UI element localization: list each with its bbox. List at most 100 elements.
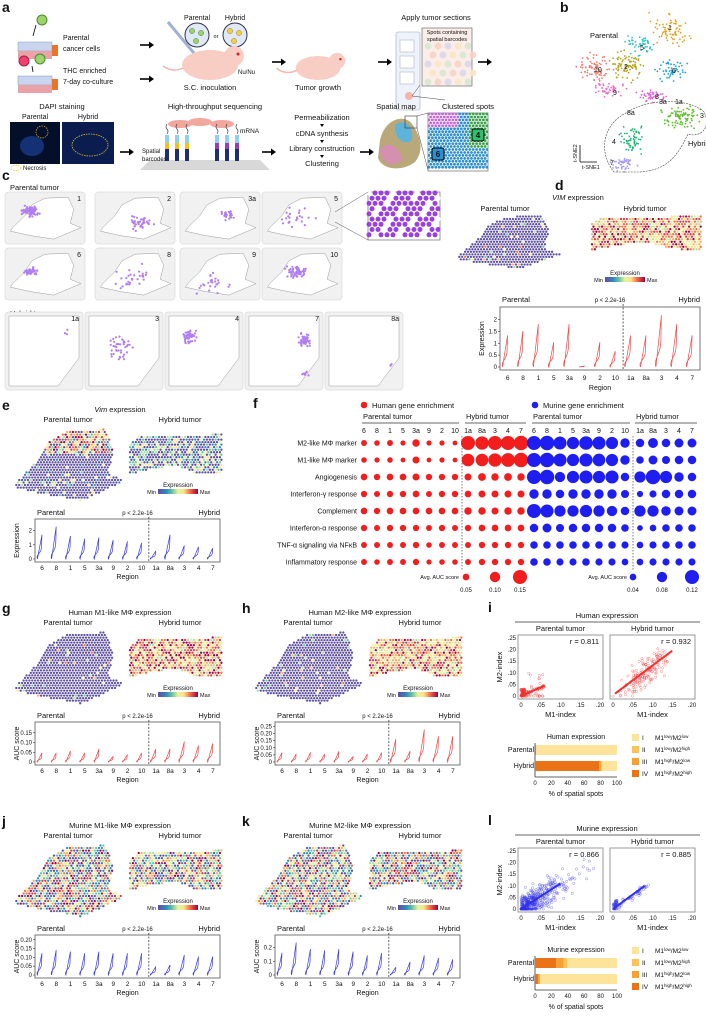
spot <box>408 221 414 227</box>
spot <box>89 491 92 494</box>
region-spot <box>288 220 291 223</box>
spot <box>99 428 102 431</box>
spot <box>60 481 63 484</box>
spot <box>34 466 37 469</box>
spot <box>102 458 105 461</box>
spot <box>54 643 57 647</box>
spot <box>664 230 668 233</box>
spot <box>176 458 180 461</box>
spot <box>494 233 497 236</box>
spot <box>469 255 473 259</box>
spot <box>508 233 512 236</box>
spot <box>463 151 467 154</box>
spot <box>100 633 104 637</box>
spot <box>201 456 204 459</box>
spot <box>93 676 96 680</box>
spot <box>632 230 636 233</box>
spot <box>77 679 80 682</box>
spot <box>81 646 85 649</box>
region-spot <box>183 338 187 341</box>
spot <box>696 240 699 243</box>
spot <box>36 694 40 697</box>
spot <box>141 646 145 649</box>
spot <box>611 227 614 231</box>
spot <box>48 486 51 489</box>
spot <box>70 676 73 680</box>
spot <box>166 643 169 647</box>
spot <box>170 651 174 654</box>
spot <box>45 669 48 672</box>
spot <box>635 235 639 238</box>
spot <box>504 250 507 253</box>
arrow-head <box>387 58 392 66</box>
tsne-point <box>629 139 632 142</box>
spot <box>108 656 111 659</box>
spot <box>106 440 109 444</box>
spot <box>61 458 64 461</box>
spot <box>207 456 210 459</box>
spot <box>188 458 191 461</box>
spot <box>42 491 46 494</box>
spot <box>106 481 109 484</box>
spot <box>150 453 153 456</box>
spot <box>609 230 612 233</box>
spot <box>61 493 64 497</box>
tsne-point <box>620 161 623 164</box>
spot <box>23 686 27 690</box>
spot <box>542 255 545 259</box>
spot <box>218 440 222 444</box>
spot <box>661 235 665 238</box>
spot <box>194 453 197 456</box>
mouse-body <box>182 50 238 80</box>
region-spot <box>141 272 144 275</box>
spot <box>592 235 595 238</box>
spot <box>90 493 93 497</box>
spot <box>698 217 701 221</box>
spot <box>494 263 497 266</box>
spot <box>521 220 525 223</box>
spot <box>602 243 605 246</box>
spot <box>160 440 164 444</box>
spot <box>32 483 35 487</box>
region-spot <box>288 269 291 272</box>
spot <box>41 681 44 685</box>
spot <box>530 250 533 253</box>
spot <box>84 453 88 456</box>
spot <box>80 664 83 667</box>
spot <box>682 225 685 228</box>
spot <box>451 154 455 157</box>
spot <box>606 220 610 223</box>
spot <box>449 151 453 154</box>
spot <box>198 669 201 672</box>
region-spot <box>302 267 305 271</box>
spot <box>204 643 207 647</box>
spot <box>640 227 643 231</box>
spot <box>22 689 25 692</box>
spot <box>539 255 542 259</box>
region-tick-label: 6 <box>506 375 510 382</box>
spot <box>169 461 172 464</box>
parental-spatial-map <box>15 631 122 705</box>
region-tick-label: 7 <box>690 375 694 382</box>
spot <box>49 443 53 446</box>
spot <box>510 245 513 248</box>
spot <box>165 651 168 654</box>
spot <box>172 648 175 652</box>
spot <box>504 230 507 233</box>
spot <box>25 679 28 682</box>
spot <box>188 641 191 644</box>
spot <box>165 458 168 461</box>
spot <box>137 643 140 647</box>
spot <box>461 142 465 146</box>
spot <box>692 233 695 236</box>
spot <box>696 225 699 228</box>
spot <box>468 112 472 116</box>
tsne-point <box>676 113 679 116</box>
tsne-point <box>594 91 597 94</box>
spot <box>396 211 402 217</box>
region-spot <box>38 212 41 215</box>
region-spot <box>118 355 121 358</box>
spot <box>113 686 117 690</box>
spot <box>63 476 66 479</box>
spot <box>156 438 159 441</box>
